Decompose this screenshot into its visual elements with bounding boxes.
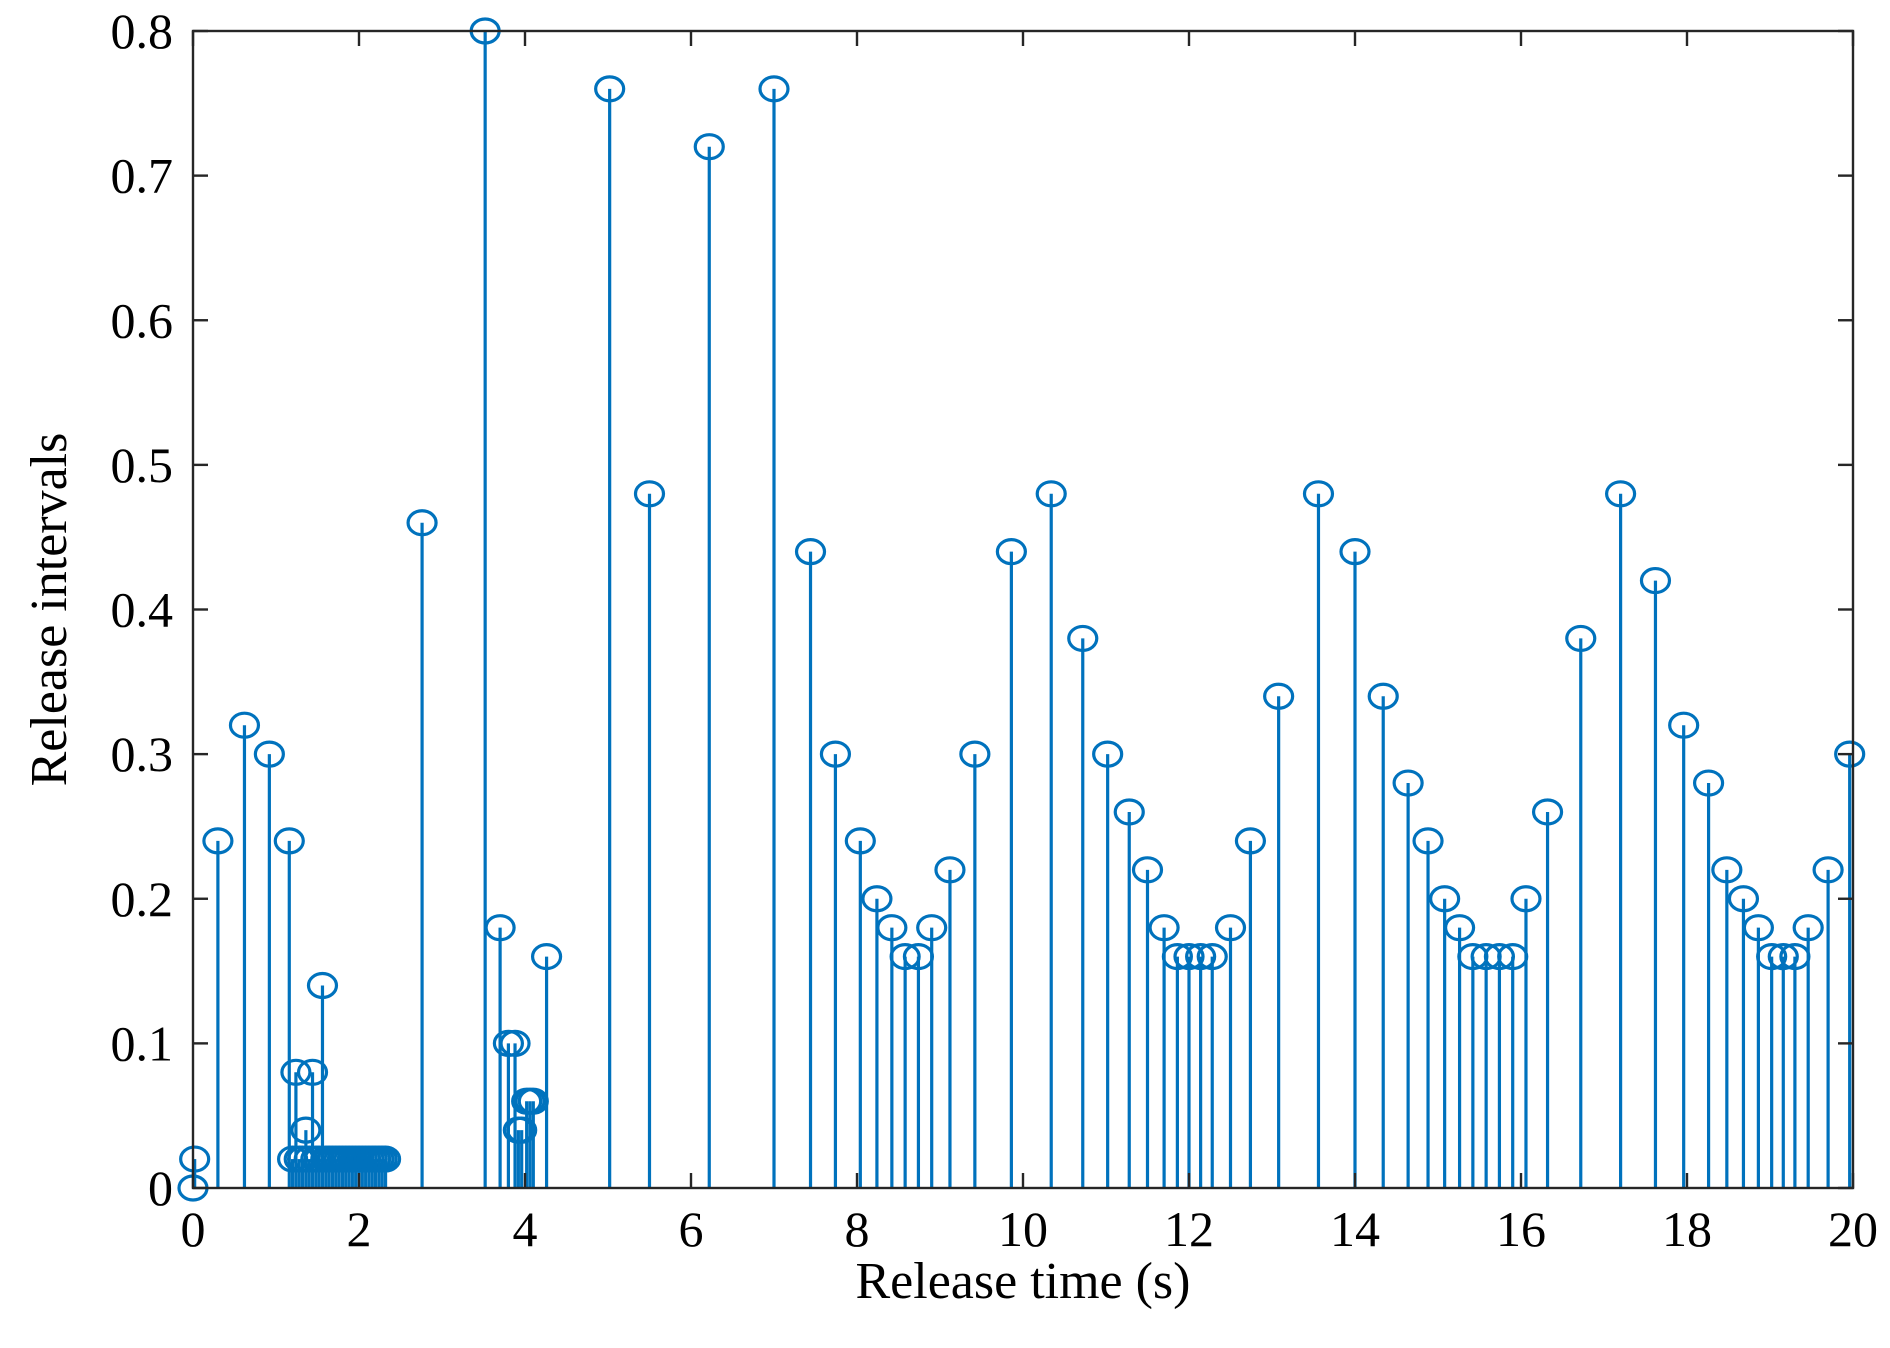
x-tick-label: 16 — [1496, 1201, 1546, 1257]
stem-marker — [1339, 538, 1371, 566]
x-tick-label: 12 — [1164, 1201, 1214, 1257]
stem-marker — [202, 827, 234, 855]
x-axis-label: Release time (s) — [856, 1253, 1191, 1310]
stem-marker — [1711, 856, 1743, 884]
y-tick-label: 0.4 — [111, 582, 174, 638]
stem-marker — [1367, 682, 1399, 710]
stem-marker — [1161, 942, 1193, 971]
x-tick-label: 4 — [513, 1201, 538, 1257]
x-tick-label: 6 — [679, 1201, 704, 1257]
stem-marker — [1035, 480, 1067, 508]
y-tick-label: 0.5 — [111, 437, 174, 493]
stem-marker — [306, 971, 339, 1000]
x-tick-label: 14 — [1330, 1201, 1380, 1257]
stem-marker — [594, 75, 626, 103]
stem-marker — [1742, 914, 1774, 942]
stem-marker — [1067, 624, 1099, 653]
stem-marker — [916, 914, 948, 942]
stem-series — [177, 17, 1866, 1202]
stem-marker — [530, 942, 563, 971]
stem-marker — [1639, 566, 1672, 595]
stem-marker — [876, 914, 908, 942]
x-tick-label: 8 — [845, 1201, 870, 1257]
stem-marker — [1834, 740, 1866, 768]
stem-marker — [1148, 914, 1180, 942]
x-tick-label: 20 — [1828, 1201, 1878, 1257]
y-axis-label: Release intervals — [21, 433, 78, 787]
stem-marker — [1302, 480, 1335, 508]
axis-ticks — [191, 29, 1855, 1190]
x-tick-labels: 0 2 4 6 8 10 12 14 16 18 20 — [181, 1201, 1879, 1257]
x-tick-label: 2 — [347, 1201, 372, 1257]
y-tick-label: 0.1 — [111, 1015, 174, 1071]
stem-marker — [1185, 942, 1217, 971]
stem-marker — [934, 856, 966, 884]
x-tick-label: 18 — [1662, 1201, 1712, 1257]
x-tick-label: 10 — [998, 1201, 1048, 1257]
stem-marker — [1443, 914, 1476, 942]
stem-marker — [1113, 798, 1145, 826]
x-tick-label: 0 — [181, 1201, 206, 1257]
stem-marker — [179, 1145, 211, 1173]
stem-marker — [1429, 885, 1461, 913]
plot-area-box — [191, 29, 1855, 1190]
stem-marker — [819, 740, 852, 768]
y-tick-label: 0.7 — [111, 148, 174, 204]
stem-marker — [1412, 827, 1444, 855]
stem-marker — [1692, 769, 1725, 797]
stem-marker — [758, 75, 790, 103]
stem-marker — [1727, 885, 1760, 913]
y-tick-label: 0.2 — [111, 871, 174, 927]
stem-marker — [1792, 914, 1824, 942]
y-tick-label: 0.6 — [111, 292, 174, 348]
stem-marker — [499, 1029, 531, 1057]
stem-marker — [633, 480, 666, 508]
stem-marker — [506, 1116, 538, 1144]
stem-marker — [1131, 856, 1164, 884]
stem-marker — [1173, 942, 1205, 971]
stem-marker — [1604, 480, 1637, 508]
stem-marker — [273, 827, 305, 855]
stem-marker — [1196, 942, 1228, 971]
y-tick-label: 0 — [148, 1160, 173, 1216]
stem-marker — [1756, 942, 1788, 971]
y-tick-labels: 0 0.1 0.2 0.3 0.4 0.5 0.6 0.7 0.8 — [111, 3, 174, 1216]
stem-marker — [693, 133, 725, 161]
stem-marker — [959, 740, 991, 768]
stem-marker — [406, 509, 438, 537]
stem-marker — [1668, 711, 1700, 739]
stem-marker — [1234, 827, 1267, 855]
stem-marker — [1263, 682, 1295, 710]
stem-marker — [228, 711, 261, 739]
y-tick-label: 0.3 — [111, 726, 174, 782]
stem-marker — [1092, 740, 1124, 768]
stem-marker — [794, 538, 827, 566]
stem-marker — [253, 740, 285, 768]
stem-marker — [290, 1116, 322, 1144]
stem-marker — [1812, 856, 1844, 884]
stem-marker — [1531, 798, 1564, 826]
stem-marker — [484, 914, 516, 942]
stem-marker — [844, 827, 876, 855]
stem-marker — [1565, 624, 1597, 653]
stem-marker — [1214, 914, 1247, 942]
stem-marker — [995, 538, 1027, 566]
stem-marker — [296, 1058, 329, 1086]
stem-marker — [1767, 942, 1799, 971]
stem-marker — [369, 1145, 402, 1173]
y-tick-label: 0.8 — [111, 3, 174, 59]
stem-marker — [1510, 885, 1542, 913]
stem-marker — [1392, 769, 1424, 797]
stem-marker — [861, 885, 893, 913]
stem-marker — [280, 1058, 312, 1086]
